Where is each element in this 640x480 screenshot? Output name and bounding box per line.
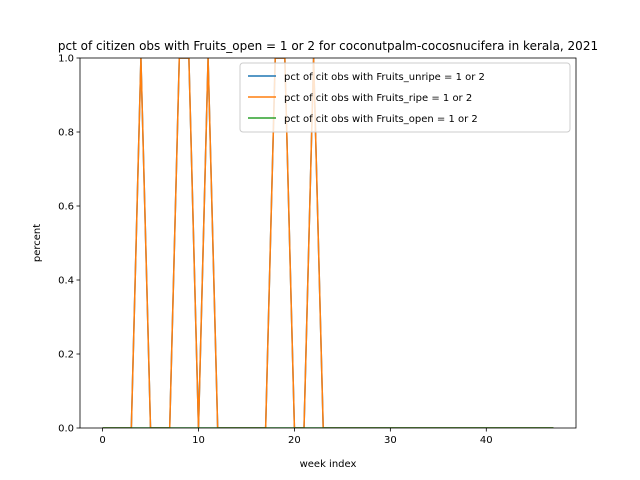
y-tick-label: 0.2 bbox=[58, 350, 74, 361]
series-layer bbox=[102, 58, 554, 428]
plot-frame bbox=[79, 57, 577, 429]
legend-box bbox=[239, 62, 571, 133]
x-tick-label: 40 bbox=[480, 435, 493, 446]
x-axis-label: week index bbox=[300, 459, 357, 470]
y-tick-label: 1.0 bbox=[58, 54, 74, 65]
y-tick-label: 0.0 bbox=[58, 424, 74, 435]
chart-title: pct of citizen obs with Fruits_open = 1 … bbox=[58, 39, 598, 53]
x-tick-label: 10 bbox=[192, 435, 205, 446]
y-tick-label: 0.6 bbox=[58, 202, 74, 213]
legend-entry-ripe: pct of cit obs with Fruits_ripe = 1 or 2 bbox=[284, 93, 472, 104]
series-line-ripe bbox=[102, 58, 554, 428]
y-axis: 0.0 0.2 0.4 0.6 0.8 1.0 bbox=[58, 54, 80, 435]
legend-entry-unripe: pct of cit obs with Fruits_unripe = 1 or… bbox=[284, 72, 485, 83]
x-tick-label: 20 bbox=[288, 435, 301, 446]
legend: pct of cit obs with Fruits_unripe = 1 or… bbox=[239, 62, 571, 133]
x-tick-label: 0 bbox=[99, 435, 105, 446]
legend-entry-open: pct of cit obs with Fruits_open = 1 or 2 bbox=[284, 114, 478, 125]
y-tick-label: 0.8 bbox=[58, 128, 74, 139]
x-tick-label: 30 bbox=[384, 435, 397, 446]
x-axis: 0 10 20 30 40 bbox=[99, 428, 493, 446]
y-axis-label: percent bbox=[32, 224, 43, 262]
y-tick-label: 0.4 bbox=[58, 276, 74, 287]
